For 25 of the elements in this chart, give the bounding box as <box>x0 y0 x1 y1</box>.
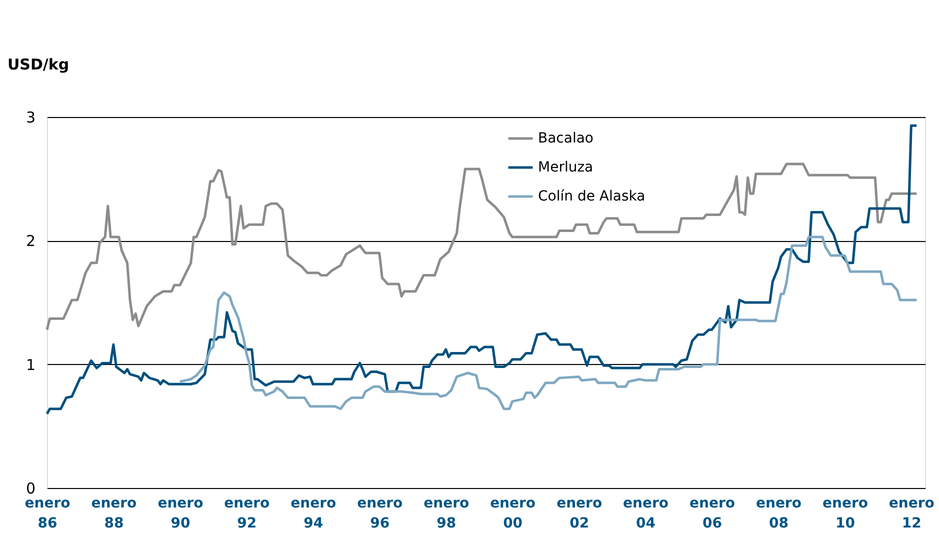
y-tick-label: 2 <box>26 232 36 250</box>
line-series <box>46 124 918 416</box>
x-tick-label: enero 98 <box>424 496 470 532</box>
x-tick-label: enero 10 <box>822 496 868 532</box>
line-series <box>178 236 918 410</box>
x-tick-label: enero 06 <box>690 496 736 532</box>
y-tick-label: 1 <box>26 356 36 374</box>
y-axis-title: USD/kg <box>8 56 70 74</box>
legend-label: Bacalao <box>538 130 594 146</box>
legend-label: Colín de Alaska <box>538 188 646 204</box>
x-tick-label: enero 00 <box>490 496 536 532</box>
x-tick-label: enero 08 <box>756 496 802 532</box>
x-tick-label: enero 88 <box>91 496 138 532</box>
x-tick-label: enero 04 <box>623 496 669 532</box>
y-tick-label: 0 <box>26 480 36 498</box>
x-tick-label: enero 02 <box>556 496 602 532</box>
y-tick-label: 3 <box>26 108 36 126</box>
x-tick-label: enero 90 <box>158 496 204 532</box>
line-series <box>46 162 918 331</box>
x-tick-label: enero 92 <box>224 496 270 532</box>
x-tick-label: enero 86 <box>24 496 71 532</box>
x-tick-label: enero 96 <box>357 496 403 532</box>
x-tick-label: enero 12 <box>888 496 935 532</box>
legend-label: Merluza <box>538 160 594 176</box>
x-tick-label: enero 94 <box>290 496 337 532</box>
